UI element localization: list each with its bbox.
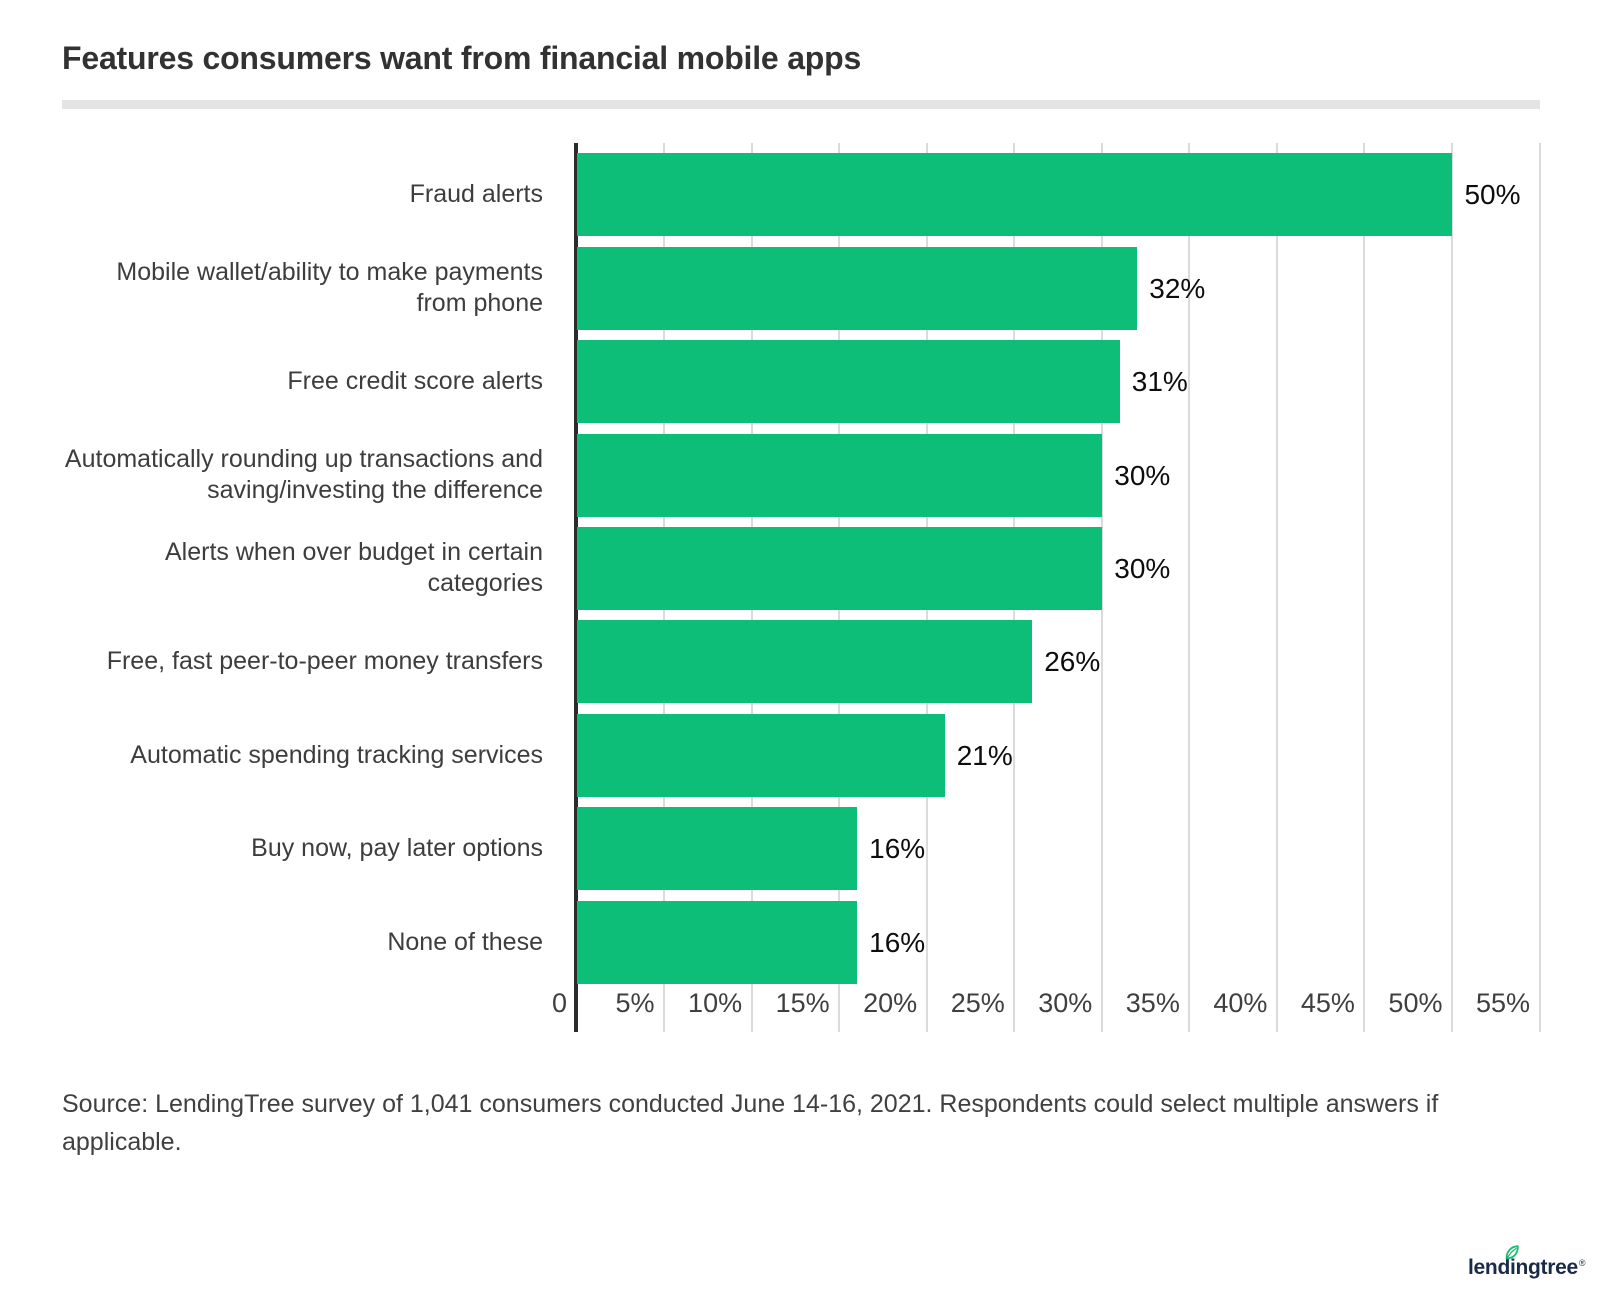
category-label: Mobile wallet/ability to make payments f… (116, 258, 543, 318)
source-note: Source: LendingTree survey of 1,041 cons… (62, 1090, 1439, 1156)
category-label: Automatic spending tracking services (130, 740, 543, 769)
x-tick-label: 40% (1213, 988, 1268, 1018)
gridline (1363, 143, 1366, 1032)
leaf-icon (1505, 1245, 1519, 1260)
category-label: Alerts when over budget in certain categ… (165, 538, 543, 598)
bar (577, 900, 858, 984)
x-tick-label: 15% (775, 988, 830, 1018)
x-tick-label: 5% (615, 988, 655, 1018)
value-label: 26% (1044, 646, 1101, 678)
value-label: 16% (869, 926, 926, 958)
x-tick-label: 55% (1475, 988, 1530, 1018)
registered-mark: ® (1578, 1258, 1586, 1268)
x-tick-label: 30% (1038, 988, 1093, 1018)
title-divider (62, 100, 1540, 109)
gridline (1450, 143, 1453, 1032)
bar-row: 32% (577, 236, 1540, 330)
bar (577, 713, 945, 797)
bar-row: 16% (577, 797, 1540, 891)
x-tick-label: 10% (688, 988, 743, 1018)
category-row: Fraud alerts (62, 143, 543, 236)
logo-wordmark: lendingtree (1468, 1256, 1578, 1279)
category-labels-column: Fraud alerts Mobile wallet/ability to mak… (62, 143, 543, 984)
bar-row: 21% (577, 703, 1540, 797)
bar (577, 526, 1103, 610)
bar-row: 31% (577, 330, 1540, 424)
lendingtree-logo: lendingtree® (1468, 1245, 1586, 1280)
gridline (1538, 143, 1541, 1032)
bar (577, 433, 1103, 517)
value-label: 31% (1131, 366, 1188, 398)
bar-row: 30% (577, 517, 1540, 610)
category-row: Buy now, pay later options (62, 797, 543, 890)
bars-area: 50% 32% 31% 30% 30% 26% 21% 16% 16% (577, 143, 1540, 984)
category-label: Free credit score alerts (287, 367, 543, 396)
bar-row: 16% (577, 890, 1540, 984)
bar (577, 620, 1033, 704)
x-tick-label: 0 (551, 988, 567, 1018)
category-row: Alerts when over budget in certain categ… (62, 517, 543, 610)
category-row: Free credit score alerts (62, 330, 543, 423)
value-label: 32% (1149, 272, 1206, 304)
category-row: Free, fast peer-to-peer money transfers (62, 610, 543, 703)
category-row: Automatically rounding up transactions a… (62, 423, 543, 516)
value-label: 30% (1114, 459, 1171, 491)
plot-area: 50% 32% 31% 30% 30% 26% 21% 16% 16% 0 5% 10% 15% 20%… (552, 143, 1541, 1032)
value-label: 16% (869, 833, 926, 865)
bar (577, 340, 1120, 424)
category-label: Buy now, pay later options (251, 834, 543, 863)
category-label: Fraud alerts (409, 180, 543, 209)
x-tick-label: 50% (1388, 988, 1443, 1018)
x-tick-label: 20% (863, 988, 918, 1018)
gridline (1188, 143, 1191, 1032)
bar-row: 30% (577, 423, 1540, 517)
category-label: None of these (387, 927, 543, 956)
x-tick-label: 45% (1300, 988, 1355, 1018)
category-row: None of these (62, 890, 543, 983)
value-label: 21% (956, 739, 1013, 771)
category-row: Mobile wallet/ability to make payments f… (62, 236, 543, 329)
x-tick-label: 25% (950, 988, 1005, 1018)
x-tick-label: 35% (1125, 988, 1180, 1018)
bar-row: 26% (577, 610, 1540, 704)
category-label: Automatically rounding up transactions a… (64, 445, 543, 505)
gridline (1275, 143, 1278, 1032)
bar-row: 50% (577, 143, 1540, 237)
bar (577, 153, 1453, 237)
bar (577, 807, 858, 891)
category-label: Free, fast peer-to-peer money transfers (106, 647, 543, 676)
chart-title: Features consumers want from financial m… (62, 40, 862, 76)
value-label: 30% (1114, 552, 1171, 584)
value-label: 50% (1464, 179, 1521, 211)
y-axis-line (574, 143, 578, 1032)
bar (577, 246, 1138, 330)
category-row: Automatic spending tracking services (62, 703, 543, 796)
